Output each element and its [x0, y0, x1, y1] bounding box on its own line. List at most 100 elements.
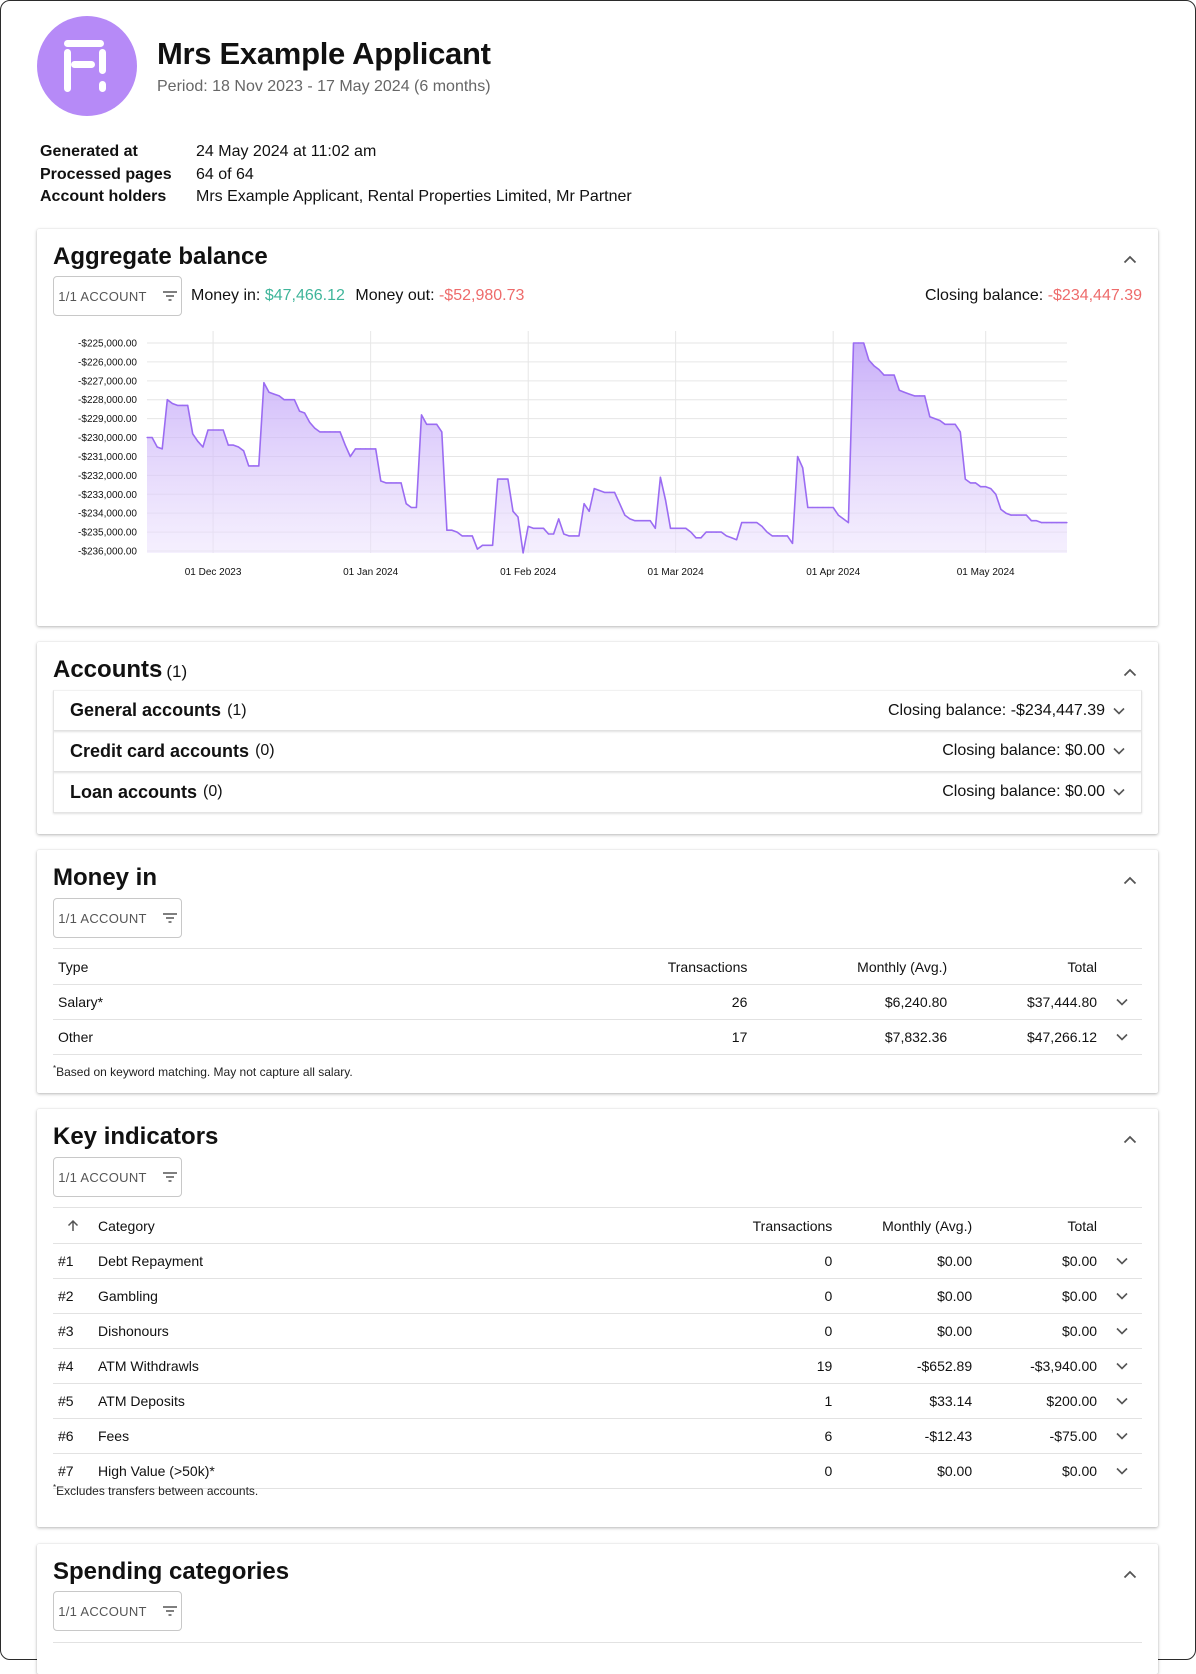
x-tick-label: 01 Feb 2024 [500, 567, 557, 578]
filter-icon [162, 1172, 177, 1182]
cell-monthly: $33.14 [929, 1393, 973, 1409]
table-row[interactable]: #4 ATM Withdrawls 19 -$652.89 -$3,940.00 [53, 1349, 1142, 1384]
balance-point [481, 544, 484, 546]
balance-point [314, 427, 316, 429]
table-row[interactable]: #3 Dishonours 0 $0.00 $0.00 [53, 1314, 1142, 1349]
cell-total: $0.00 [1061, 1463, 1098, 1479]
account-group-general[interactable]: General accounts (1) Closing balance: -$… [53, 690, 1142, 731]
account-filter-button[interactable]: 1/1 ACCOUNT [53, 276, 182, 316]
expand-row-button[interactable] [1102, 1327, 1142, 1335]
chevron-down-icon [1116, 1292, 1128, 1300]
cell-transactions: 0 [824, 1253, 833, 1269]
y-tick-label: -$229,000.00 [78, 414, 137, 425]
cell-total: $200.00 [1046, 1393, 1098, 1409]
cell-rank: #1 [58, 1253, 74, 1269]
y-tick-label: -$227,000.00 [78, 376, 137, 387]
account-filter-button[interactable]: 1/1 ACCOUNT [53, 1591, 182, 1631]
balance-point [349, 455, 351, 458]
balance-point [568, 535, 570, 537]
balance-point [263, 382, 265, 384]
balance-point [380, 480, 382, 482]
balance-point [1051, 522, 1053, 524]
applicant-name: Mrs Example Applicant [157, 36, 491, 71]
account-group-loan[interactable]: Loan accounts (0) Closing balance: $0.00 [53, 772, 1142, 813]
balance-point [278, 395, 280, 397]
table-row[interactable]: #7 High Value (>50k)* 0 $0.00 $0.00 [53, 1454, 1142, 1489]
report-header: Mrs Example Applicant Period: 18 Nov 202… [37, 16, 491, 116]
expand-row-button[interactable] [1102, 1257, 1142, 1265]
balance-point [649, 520, 651, 522]
collapse-button[interactable] [1118, 1127, 1142, 1151]
balance-point [751, 522, 753, 524]
cell-category: High Value (>50k)* [97, 1463, 215, 1479]
expand-row-button[interactable] [1102, 1467, 1142, 1475]
balance-point [192, 433, 194, 435]
balance-point [847, 522, 850, 524]
sort-button[interactable] [53, 1219, 93, 1232]
column-header: Monthly (Avg.) [882, 1217, 973, 1234]
balance-point [919, 395, 921, 397]
table-row[interactable]: #6 Fees 6 -$12.43 -$75.00 [53, 1419, 1142, 1454]
balance-point [202, 446, 204, 448]
table-row[interactable]: Salary* 26 $6,240.80 $37,444.80 [53, 985, 1142, 1020]
column-header: Monthly (Avg.) [857, 958, 948, 975]
balance-point [898, 389, 900, 391]
arrow-up-icon [67, 1219, 79, 1231]
balance-point [944, 423, 946, 425]
key-indicators-card: Key indicators 1/1 ACCOUNT Category Tran… [37, 1109, 1158, 1527]
money-in-label: Money in: [191, 287, 261, 304]
balance-point [507, 478, 509, 480]
expand-row-button[interactable] [1102, 998, 1142, 1006]
chevron-up-icon [1123, 1135, 1137, 1143]
collapse-button[interactable] [1118, 1562, 1142, 1586]
balance-point [939, 419, 941, 422]
balance-point [146, 436, 148, 439]
balance-point [776, 535, 778, 537]
x-tick-label: 01 Apr 2024 [806, 567, 860, 578]
collapse-button[interactable] [1118, 247, 1142, 271]
expand-row-button[interactable] [1102, 1292, 1142, 1300]
table-row[interactable]: #2 Gambling 0 $0.00 $0.00 [53, 1279, 1142, 1314]
account-filter-button[interactable]: 1/1 ACCOUNT [53, 898, 182, 938]
balance-point [522, 552, 524, 554]
balance-point [680, 527, 682, 529]
expand-row-button[interactable] [1102, 1362, 1142, 1370]
group-name: Credit card accounts [70, 740, 250, 761]
meta-row-pages: Processed pages 64 of 64 [40, 164, 632, 187]
balance-point [365, 448, 367, 450]
balance-point [736, 539, 738, 541]
balance-point [812, 506, 814, 509]
balance-point [304, 412, 306, 414]
cell-total: -$3,940.00 [1030, 1358, 1098, 1374]
balance-point [283, 399, 285, 401]
expand-row-button[interactable] [1102, 1432, 1142, 1440]
balance-point [487, 544, 489, 546]
table-row[interactable]: Other 17 $7,832.36 $47,266.12 [53, 1020, 1142, 1055]
balance-point [802, 467, 804, 469]
balance-chart: -$225,000.00 -$226,000.00 -$227,000.00 -$22… [78, 331, 1068, 578]
collapse-button[interactable] [1118, 660, 1142, 684]
y-tick-label: -$233,000.00 [78, 490, 137, 501]
balance-point [710, 531, 712, 533]
collapse-button[interactable] [1118, 868, 1142, 892]
balance-point [863, 342, 865, 344]
balance-point [908, 393, 911, 395]
account-group-credit-card[interactable]: Credit card accounts (0) Closing balance… [53, 731, 1142, 772]
account-group-list: General accounts (1) Closing balance: -$… [53, 690, 1142, 813]
chevron-up-icon [1123, 668, 1137, 676]
balance-point [553, 533, 555, 535]
table-row[interactable]: #1 Debt Repayment 0 $0.00 $0.00 [53, 1244, 1142, 1279]
balance-point [151, 436, 153, 439]
balance-point [781, 535, 784, 537]
balance-point [237, 446, 240, 448]
table-row[interactable]: #5 ATM Deposits 1 $33.14 $200.00 [53, 1384, 1142, 1419]
balance-point [471, 535, 473, 537]
balance-point [298, 410, 301, 412]
account-filter-button[interactable]: 1/1 ACCOUNT [53, 1157, 182, 1197]
balance-point [934, 418, 936, 420]
expand-row-button[interactable] [1102, 1033, 1142, 1041]
section-title: Spending categories [53, 1558, 290, 1585]
cell-total: $0.00 [1061, 1288, 1098, 1304]
balance-point [563, 533, 565, 535]
expand-row-button[interactable] [1102, 1397, 1142, 1405]
